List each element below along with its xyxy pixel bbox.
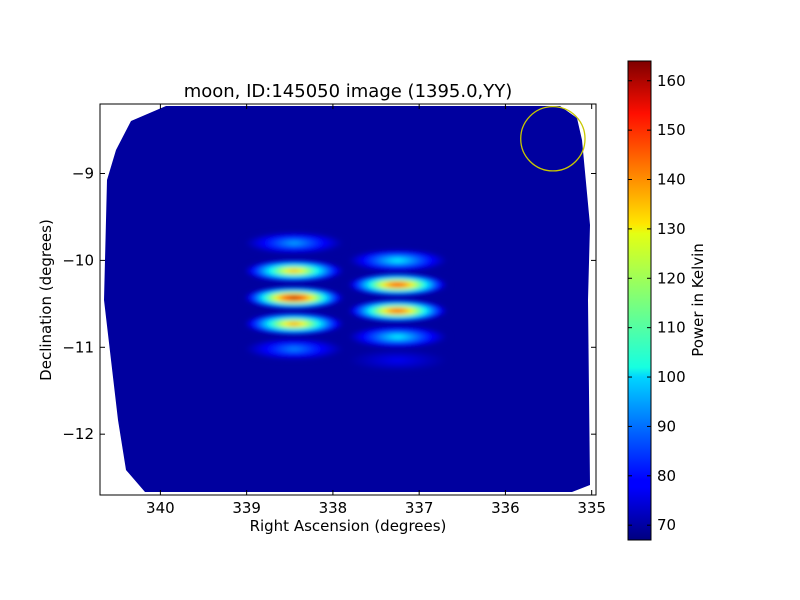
colorbar-tick-label: 120: [657, 269, 686, 287]
y-axis: −9 −10 −11 −12: [62, 165, 596, 443]
lobe-1-0-layer-13: [393, 259, 402, 262]
colorbar-tick-label: 150: [657, 121, 686, 139]
lobe-0-0-layer-13: [289, 242, 299, 244]
colorbar-tick-label: 140: [657, 171, 686, 189]
lobe-0-3-layer-13: [289, 322, 299, 325]
y-tick-label: −11: [62, 338, 94, 356]
plot-frame: [99, 103, 597, 496]
colorbar-gradient: [628, 61, 651, 540]
x-tick-label: 339: [232, 499, 261, 517]
lobe-1-1-layer-13: [393, 283, 402, 286]
colorbar-tick-label: 80: [657, 467, 676, 485]
colorbar-tick-label: 130: [657, 220, 686, 238]
x-axis: 340 339 338 337 336 335: [146, 104, 606, 517]
lobe-0-1-layer-13: [289, 269, 299, 272]
colorbar-label: Power in Kelvin: [689, 243, 707, 357]
lobe-0-2-layer-13: [289, 296, 299, 299]
colorbar-tick-label: 90: [657, 417, 676, 435]
colorbar-tick-label: 70: [657, 516, 676, 534]
chart-title: moon, ID:145050 image (1395.0,YY): [184, 81, 513, 102]
y-tick-label: −9: [72, 165, 94, 183]
x-tick-label: 336: [491, 499, 520, 517]
lobe-1-4-layer-13: [393, 359, 402, 362]
y-tick-label: −12: [62, 425, 94, 443]
colorbar-tick-label: 110: [657, 319, 686, 337]
x-tick-label: 335: [577, 499, 606, 517]
sky-map: [242, 231, 450, 372]
y-axis-label: Declination (degrees): [37, 219, 55, 381]
x-tick-label: 338: [319, 499, 348, 517]
colorbar-tick-label: 160: [657, 72, 686, 90]
beam-marker: [520, 105, 586, 172]
x-axis-label: Right Ascension (degrees): [250, 517, 447, 535]
colorbar-frame: [627, 60, 652, 541]
map-background: [104, 106, 590, 492]
colorbar: 70 80 90 100 110 120 130 140 150 160 Power in Kel…: [627, 60, 707, 541]
colorbar-tick-label: 100: [657, 368, 686, 386]
lobe-1-3-layer-13: [393, 335, 402, 338]
colorbar-ticks: 70 80 90 100 110 120 130 140 150 160: [628, 72, 686, 534]
x-tick-label: 337: [405, 499, 434, 517]
lobe-1-2-layer-13: [393, 309, 402, 312]
lobe-0-4-layer-13: [289, 348, 299, 350]
x-tick-label: 340: [146, 499, 175, 517]
plot-area: [104, 105, 590, 492]
y-tick-label: −10: [62, 251, 94, 269]
